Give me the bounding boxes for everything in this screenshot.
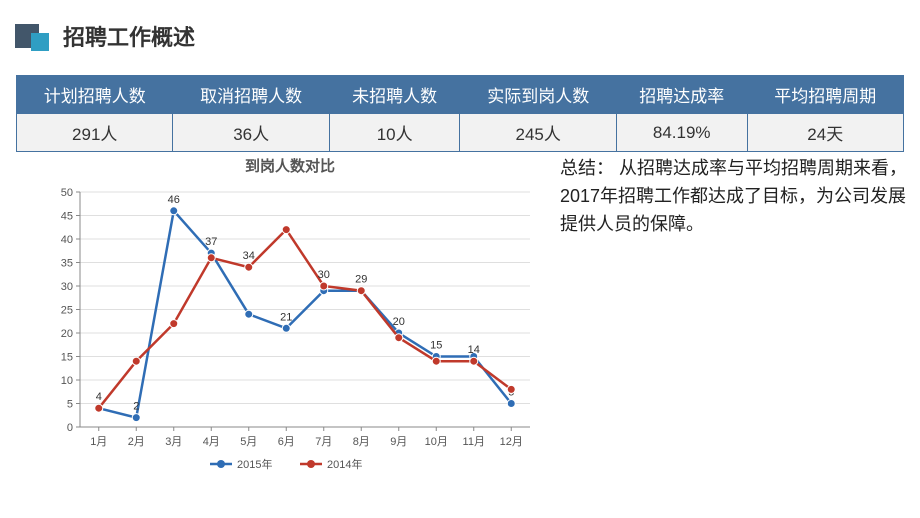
svg-text:1月: 1月 [90,436,107,448]
svg-text:11月: 11月 [463,436,485,448]
table-value-row: 291人36人10人245人84.19%24天 [17,114,904,152]
summary-heading: 总结： [560,158,614,178]
svg-text:30: 30 [61,281,73,293]
chart-area: 到岗人数对比 0 5 10 15 20 25 30 35 40 45 50 1月 2月 3月 4月 5月 6月 7… [40,155,540,487]
svg-text:30: 30 [318,269,330,281]
svg-text:4月: 4月 [203,436,220,448]
svg-text:46: 46 [168,194,180,206]
svg-text:40: 40 [61,234,73,246]
chart-title: 到岗人数对比 [40,155,540,176]
svg-text:25: 25 [61,305,73,317]
headcount-line-chart: 0 5 10 15 20 25 30 35 40 45 50 1月 2月 3月 4月 5月 6月 7月 8月 9月 10… [40,182,540,482]
svg-text:6月: 6月 [278,436,295,448]
svg-text:35: 35 [61,258,73,270]
svg-text:2: 2 [133,401,139,413]
metrics-table: 计划招聘人数取消招聘人数未招聘人数实际到岗人数招聘达成率平均招聘周期 291人3… [16,75,904,152]
svg-text:37: 37 [205,236,217,248]
svg-text:2015年: 2015年 [237,457,272,471]
svg-text:34: 34 [243,250,255,262]
table-header-cell: 实际到岗人数 [460,76,616,114]
table-header-cell: 取消招聘人数 [173,76,329,114]
page-title: 招聘工作概述 [63,20,195,52]
table-value-cell: 24天 [747,114,903,152]
svg-text:29: 29 [355,274,367,286]
svg-text:20: 20 [61,328,73,340]
svg-text:5月: 5月 [240,436,257,448]
table-header-cell: 招聘达成率 [616,76,747,114]
svg-text:5: 5 [67,399,73,411]
svg-text:12月: 12月 [500,436,523,448]
svg-text:14: 14 [468,344,480,356]
table-value-cell: 84.19% [616,114,747,152]
svg-text:15: 15 [430,340,442,352]
table-value-cell: 245人 [460,114,616,152]
svg-text:2月: 2月 [128,436,145,448]
svg-text:10月: 10月 [425,436,448,448]
svg-text:10: 10 [61,375,73,387]
svg-text:8月: 8月 [353,436,370,448]
svg-text:50: 50 [61,187,73,199]
svg-text:20: 20 [393,316,405,328]
table-header-cell: 平均招聘周期 [747,76,903,114]
svg-text:9月: 9月 [390,436,407,448]
table-header-cell: 未招聘人数 [329,76,460,114]
title-square-light [31,33,49,51]
svg-text:15: 15 [61,352,73,364]
svg-text:2014年: 2014年 [327,457,362,471]
svg-text:45: 45 [61,211,73,223]
svg-text:0: 0 [67,422,73,434]
page-title-block: 招聘工作概述 [15,20,195,52]
table-value-cell: 10人 [329,114,460,152]
table-value-cell: 36人 [173,114,329,152]
svg-text:21: 21 [280,311,292,323]
table-header-row: 计划招聘人数取消招聘人数未招聘人数实际到岗人数招聘达成率平均招聘周期 [17,76,904,114]
svg-text:3月: 3月 [165,436,182,448]
table-header-cell: 计划招聘人数 [17,76,173,114]
summary-block: 总结： 从招聘达成率与平均招聘周期来看，2017年招聘工作都达成了目标，为公司发… [560,155,910,487]
table-value-cell: 291人 [17,114,173,152]
svg-text:7月: 7月 [315,436,332,448]
svg-text:4: 4 [96,391,102,403]
